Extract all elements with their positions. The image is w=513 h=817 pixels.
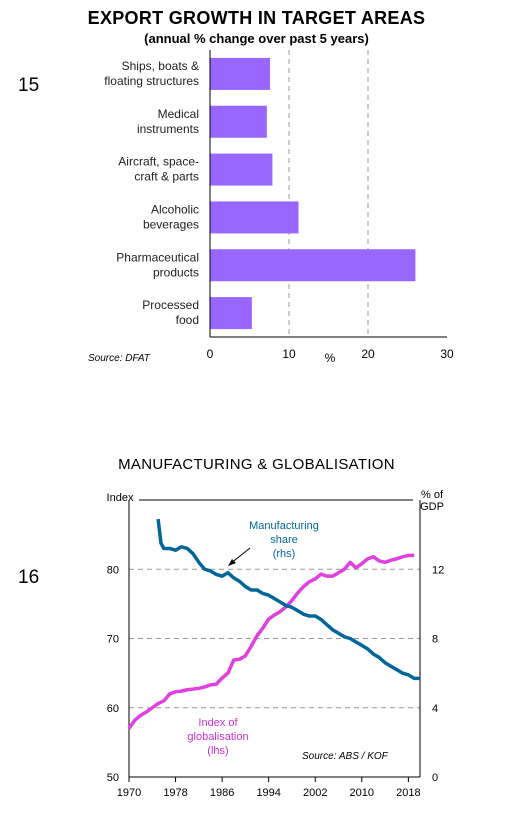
x-tick-label-10: 10 [282,347,296,361]
right-tick-label-4: 4 [432,703,438,715]
export-growth-bar-chart: Ships, boats & floating structures Medical… [88,50,454,365]
category-label-5: Processed food [142,298,199,327]
x-tick-label-30: 30 [440,347,454,361]
right-tick-label-12: 12 [432,564,444,576]
category-label-4: Pharmaceutical products [116,250,199,279]
line-index-of-globalisation [127,553,415,730]
left-tick-label-70: 70 [107,634,119,646]
x-tick-label-20: 20 [361,347,375,361]
chart2-source: Source: ABS / KOF [302,751,389,762]
x-tick-label-1986: 1986 [210,787,234,799]
category-label-2: Aircraft, space-craft & parts [118,155,199,184]
left-tick-label-80: 80 [107,564,119,576]
bar-0 [210,57,271,90]
right-tick-label-8: 8 [432,634,438,646]
annotation-arrow-head [228,559,236,566]
category-label-0: Ships, boats & floating structures [104,59,199,88]
left-tick-label-60: 60 [107,703,119,715]
figure-number-16: 16 [18,567,40,588]
manufacturing-globalisation-line-chart: 50 60 70 80 0 4 8 12 1970 1978 1986 1994 2002 2010 201… [107,489,445,799]
x-tick-label-2010: 2010 [350,787,374,799]
x-tick-label-1978: 1978 [163,787,187,799]
chart2-title: MANUFACTURING & GLOBALISATION [118,456,395,473]
bar-2 [210,153,273,186]
category-label-1: Medical instruments [137,107,199,136]
right-tick-label-0: 0 [432,772,438,784]
x-tick-label-2002: 2002 [303,787,327,799]
annotation-index-of-globalisation: Index of globalisation (lhs) [187,717,248,757]
x-tick-label-0: 0 [207,347,214,361]
x-tick-label-2018: 2018 [396,787,420,799]
annotation-manufacturing-share: Manufacturing share (rhs) [249,520,319,560]
line-manufacturing-share [156,518,420,681]
left-axis-title: Index [107,492,134,504]
figure-number-15: 15 [18,75,40,96]
bar-5 [210,297,252,330]
bar-4 [210,249,416,282]
chart1-title: EXPORT GROWTH IN TARGET AREAS [87,8,426,28]
category-label-3: Alcoholic beverages [143,202,199,231]
chart1-source: Source: DFAT [88,353,151,364]
left-tick-label-50: 50 [107,772,119,784]
x-tick-label-1994: 1994 [256,787,280,799]
right-axis-title: % of GDP [420,489,444,513]
bar-3 [210,201,299,234]
x-axis-unit: % [325,351,336,365]
x-tick-label-1970: 1970 [117,787,141,799]
chart1-subtitle: (annual % change over past 5 years) [144,31,369,46]
bar-1 [210,105,267,138]
